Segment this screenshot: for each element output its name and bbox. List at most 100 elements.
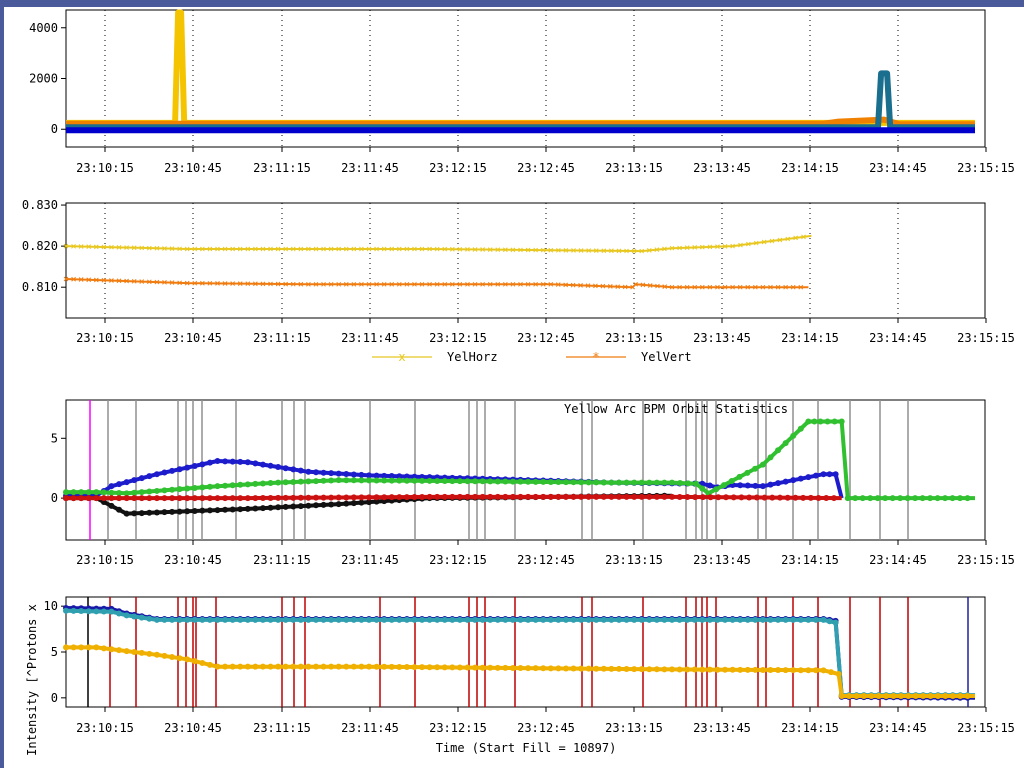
data-point: [259, 505, 266, 512]
x-tick-label: 23:11:15: [253, 331, 311, 345]
data-point: [191, 616, 198, 623]
data-point: [533, 247, 539, 253]
data-point: [533, 281, 539, 287]
data-point: [108, 483, 115, 490]
data-point: [290, 281, 296, 287]
data-point: [245, 246, 251, 252]
data-point: [570, 493, 577, 500]
data-point: [835, 671, 842, 677]
data-point: [191, 495, 198, 502]
data-point: [124, 245, 129, 250]
data-point: [245, 281, 251, 287]
data-point: [192, 280, 198, 286]
data-point: [715, 244, 720, 249]
data-point: [897, 495, 904, 502]
data-point: [540, 493, 547, 500]
y-tick-label: 0: [51, 691, 58, 705]
data-point: [146, 509, 153, 516]
data-point: [728, 478, 735, 485]
data-point: [685, 480, 692, 487]
data-point: [162, 246, 167, 251]
data-point: [138, 614, 145, 621]
data-point: [366, 499, 372, 506]
data-point: [229, 616, 236, 623]
data-point: [767, 454, 774, 461]
data-point: [138, 495, 145, 502]
data-point: [350, 500, 357, 507]
data-point: [593, 665, 600, 672]
data-point: [744, 482, 751, 489]
data-point: [388, 663, 395, 670]
data-point: [494, 478, 501, 485]
data-point: [912, 495, 919, 502]
data-point: [176, 655, 183, 662]
data-point: [540, 478, 547, 485]
data-point: [184, 495, 191, 502]
data-point: [282, 616, 289, 623]
data-point: [676, 493, 683, 500]
data-point: [358, 663, 365, 670]
data-point: [154, 245, 160, 251]
data-point: [403, 477, 410, 484]
data-point: [191, 507, 198, 514]
data-point: [684, 245, 690, 251]
data-point: [373, 477, 380, 484]
data-point: [411, 494, 418, 501]
data-point: [532, 478, 539, 485]
data-point: [801, 234, 806, 240]
data-point: [676, 666, 683, 673]
data-point: [153, 651, 160, 658]
data-point: [776, 494, 783, 501]
data-point: [585, 479, 592, 486]
data-point: [465, 247, 470, 252]
data-point: [677, 245, 682, 251]
data-point: [964, 693, 971, 699]
data-point: [509, 664, 516, 671]
data-point: [677, 284, 682, 290]
data-point: [78, 608, 85, 615]
data-point: [540, 281, 546, 287]
x-tick-label: 23:11:45: [341, 331, 399, 345]
data-point: [792, 494, 799, 501]
data-point: [419, 664, 426, 671]
x-tick-label: 23:14:45: [869, 553, 927, 567]
data-point: [335, 470, 342, 477]
data-point: [548, 247, 554, 253]
legend-label-1: YelHorz: [447, 350, 498, 364]
data-point: [882, 495, 889, 502]
data-point: [108, 646, 115, 653]
data-point: [351, 246, 357, 252]
data-point: [306, 246, 311, 252]
data-point: [510, 281, 516, 287]
data-point: [230, 246, 236, 252]
data-point: [403, 494, 410, 501]
data-point: [502, 478, 509, 485]
data-point: [169, 495, 176, 502]
data-point: [562, 665, 569, 672]
data-point: [752, 465, 759, 472]
data-point: [532, 616, 539, 623]
data-point: [275, 504, 282, 511]
data-point: [244, 616, 251, 623]
data-point: [63, 243, 69, 249]
data-point: [442, 246, 448, 252]
data-point: [93, 489, 100, 496]
x-tick-label: 23:15:15: [957, 721, 1015, 735]
data-point: [259, 663, 266, 670]
data-point: [328, 494, 335, 501]
data-point: [607, 284, 613, 289]
x-tick-label: 23:11:15: [253, 553, 311, 567]
data-point: [320, 616, 327, 623]
data-point: [449, 246, 455, 252]
data-point: [290, 616, 297, 623]
data-point: [790, 667, 797, 674]
data-point: [646, 479, 653, 486]
data-point: [313, 281, 319, 287]
data-point: [441, 493, 448, 500]
data-point: [396, 616, 403, 623]
data-point: [692, 284, 698, 290]
data-point: [358, 477, 365, 484]
data-point: [472, 616, 479, 623]
data-point: [312, 616, 319, 623]
data-point: [730, 494, 737, 501]
